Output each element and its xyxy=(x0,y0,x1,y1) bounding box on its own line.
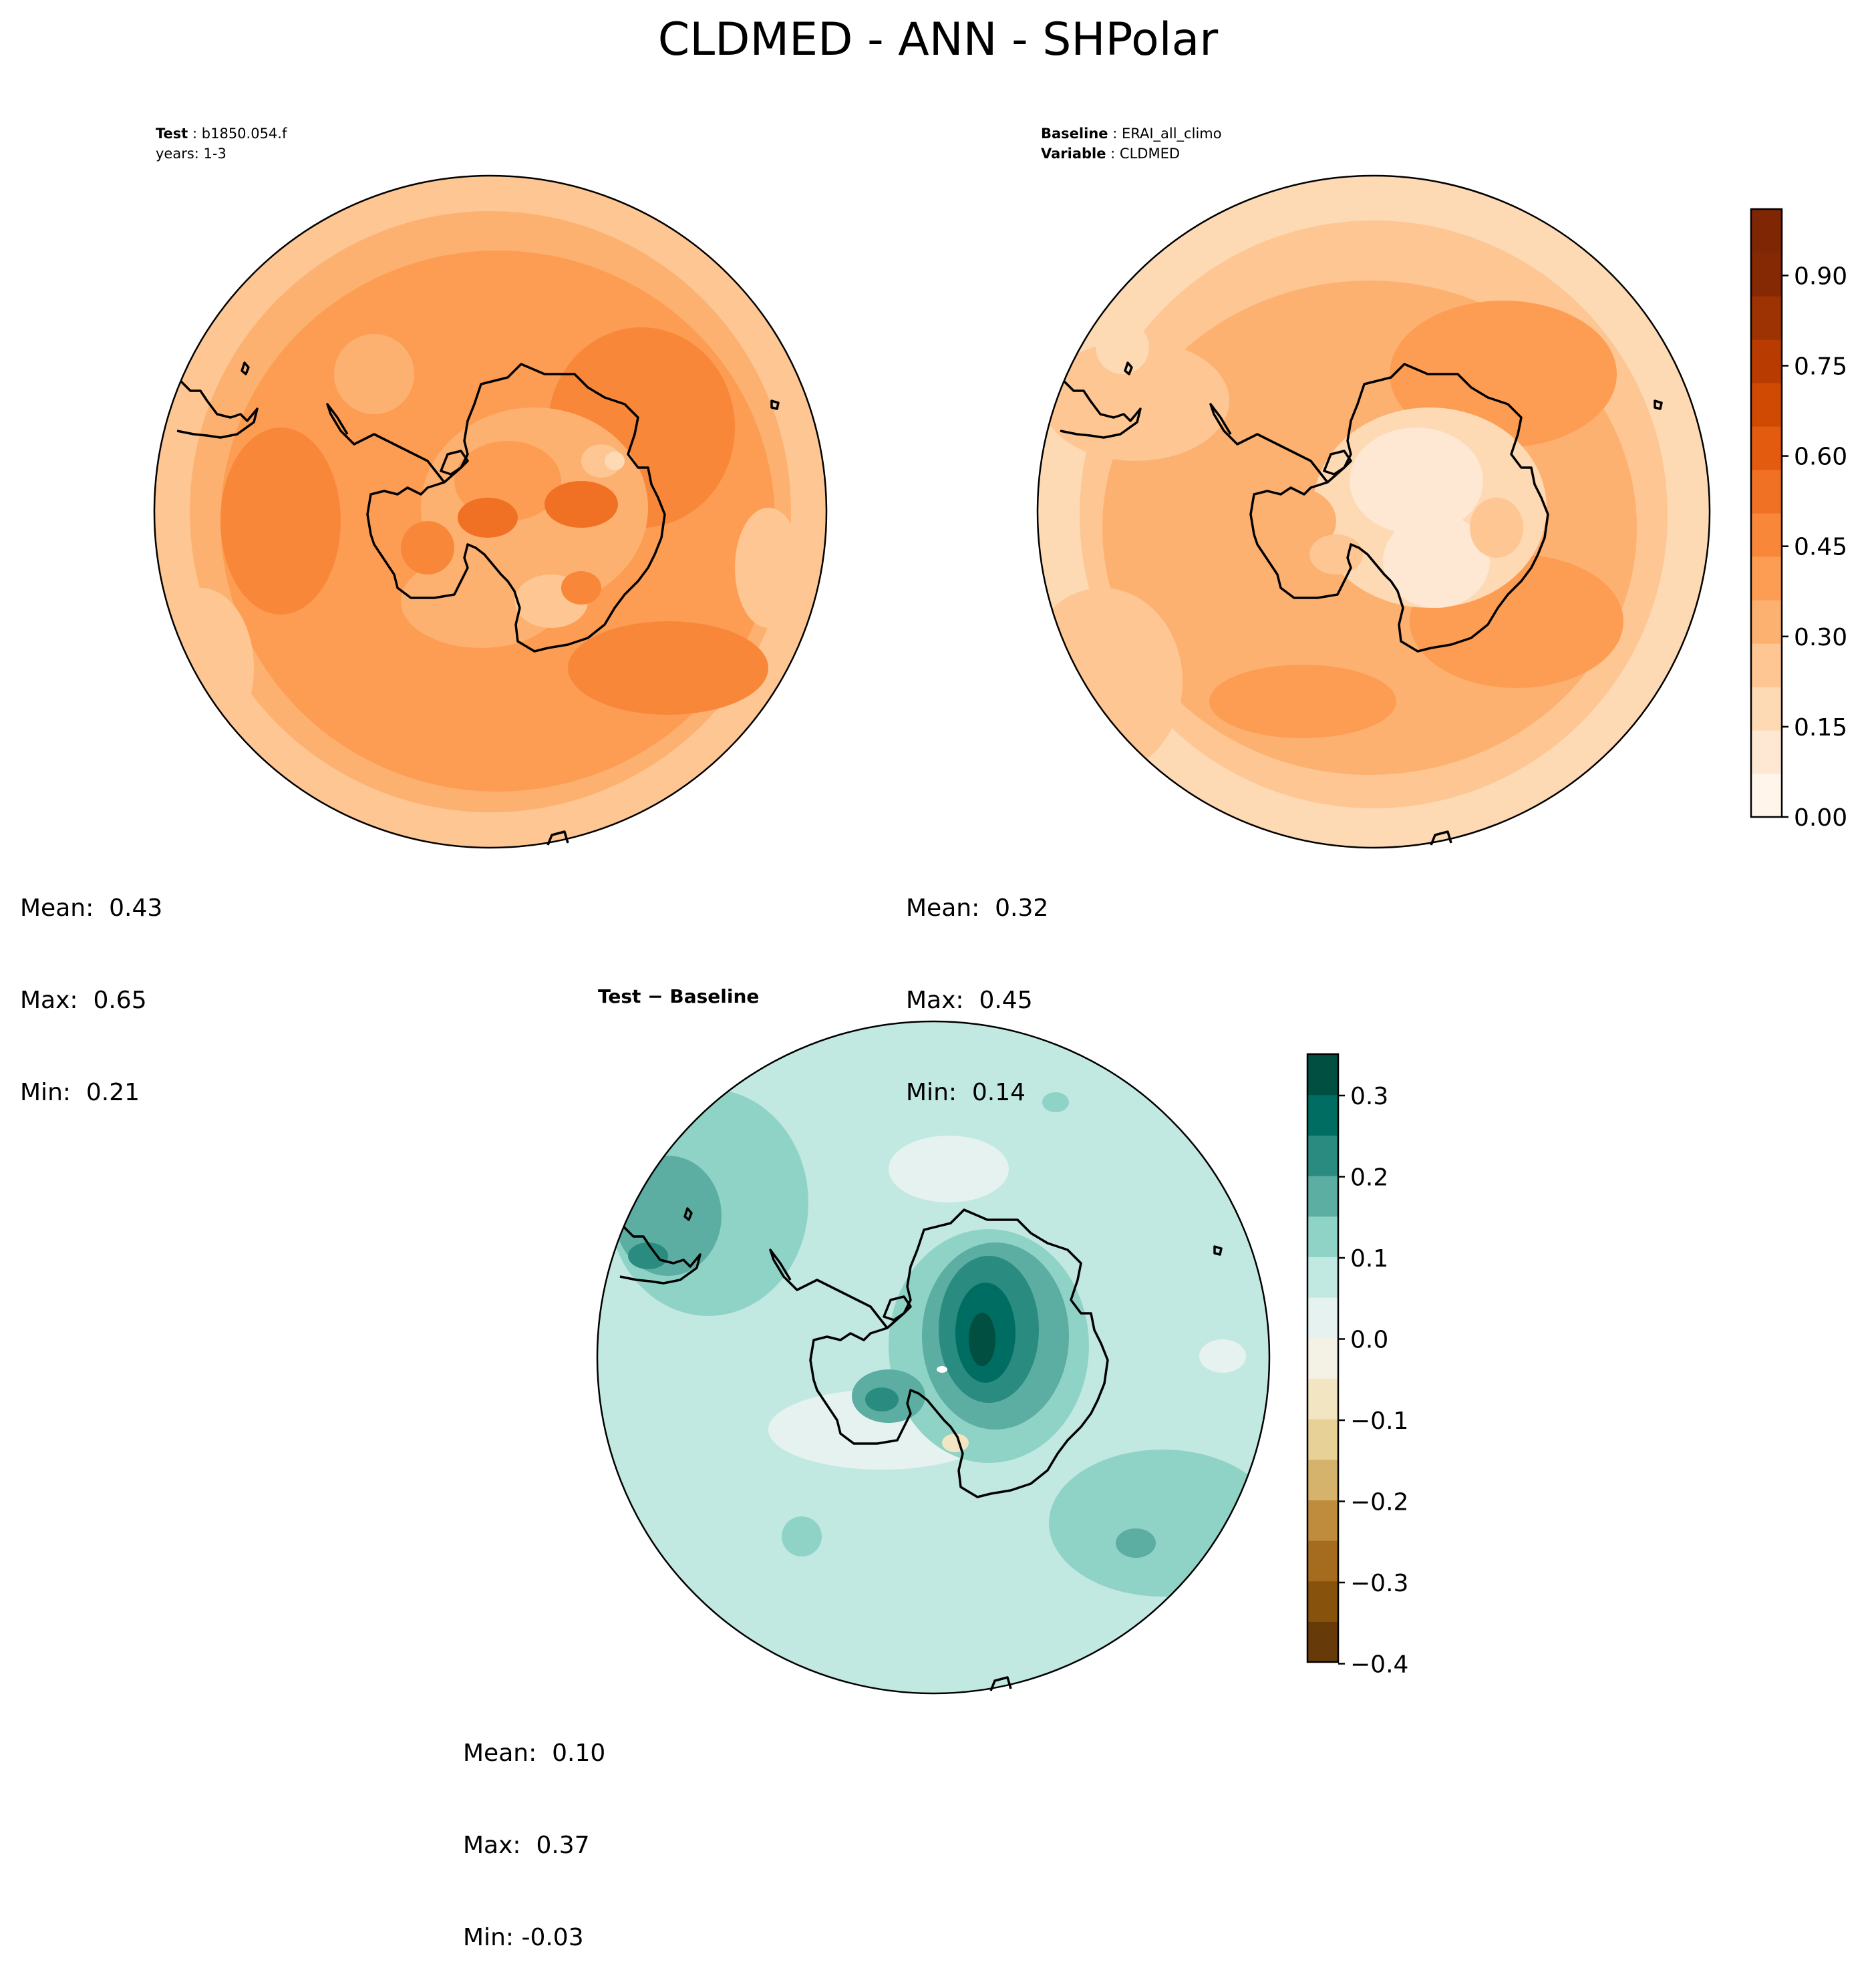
main-colorbar: 0.00 0.15 0.30 0.45 0.60 0.75 0.90 xyxy=(1750,208,1847,832)
baseline-label-value: ERAI_all_climo xyxy=(1121,126,1222,142)
baseline-map xyxy=(1036,174,1711,849)
variable-label-value: CLDMED xyxy=(1119,146,1181,162)
test-years: years: 1-3 xyxy=(156,146,226,162)
test-mean: Mean: 0.43 xyxy=(20,894,163,922)
test-label-sep: : xyxy=(188,126,202,142)
difference-colorbar-segment xyxy=(1307,1135,1338,1176)
main-colorbar-segment xyxy=(1751,643,1782,687)
difference-colorbar-segment xyxy=(1307,1419,1338,1460)
main-colorbar-segment xyxy=(1751,774,1782,818)
difference-map xyxy=(596,1020,1271,1695)
difference-colorbar-tick-label: −0.2 xyxy=(1350,1489,1408,1516)
difference-colorbar-tick-label: −0.4 xyxy=(1350,1651,1408,1679)
main-colorbar-tick-label: 0.90 xyxy=(1794,263,1847,290)
difference-colorbar-segment xyxy=(1307,1337,1338,1379)
baseline-label-key: Baseline xyxy=(1041,126,1108,142)
main-colorbar-segment xyxy=(1751,687,1782,731)
difference-colorbar-segment xyxy=(1307,1297,1338,1339)
test-label-value: b1850.054.f xyxy=(201,126,287,142)
test-min: Min: 0.21 xyxy=(20,1079,140,1106)
main-colorbar-segment xyxy=(1751,296,1782,340)
baseline-label: Baseline : ERAI_all_climo xyxy=(1041,127,1222,141)
main-colorbar-segment xyxy=(1751,513,1782,557)
difference-colorbar-tick-label: 0.2 xyxy=(1350,1164,1388,1192)
difference-colorbar-segment xyxy=(1307,1257,1338,1298)
difference-colorbar-segment xyxy=(1307,1459,1338,1500)
difference-max: Max: 0.37 xyxy=(463,1832,590,1859)
main-colorbar-frame xyxy=(1750,208,1783,818)
difference-colorbar-frame xyxy=(1306,1053,1340,1663)
difference-stats: Mean: 0.10 Max: 0.37 Min: -0.03 xyxy=(463,1677,605,1984)
test-stats: Mean: 0.43 Max: 0.65 Min: 0.21 xyxy=(20,832,162,1139)
main-colorbar-tick-label: 0.30 xyxy=(1794,624,1847,651)
difference-colorbar-tick-label: −0.3 xyxy=(1350,1570,1408,1597)
difference-colorbar-tick-label: 0.3 xyxy=(1350,1083,1388,1110)
main-colorbar-segment xyxy=(1751,556,1782,601)
difference-colorbar-segment xyxy=(1307,1621,1338,1663)
main-colorbar-segment xyxy=(1751,600,1782,644)
figure-title: CLDMED - ANN - SHPolar xyxy=(657,13,1219,66)
difference-mean: Mean: 0.10 xyxy=(463,1740,606,1767)
variable-label: Variable : CLDMED xyxy=(1041,147,1180,161)
baseline-mean: Mean: 0.32 xyxy=(906,894,1049,922)
difference-colorbar-segment xyxy=(1307,1378,1338,1420)
test-label: Test : b1850.054.f xyxy=(156,127,287,141)
test-max: Max: 0.65 xyxy=(20,987,147,1014)
main-colorbar-tick-label: 0.75 xyxy=(1794,353,1847,381)
baseline-label-sep: : xyxy=(1108,126,1122,142)
difference-min: Min: -0.03 xyxy=(463,1924,584,1951)
difference-title: Test − Baseline xyxy=(598,985,760,1007)
main-colorbar-segment xyxy=(1751,253,1782,297)
main-colorbar-segment xyxy=(1751,339,1782,383)
test-label-key: Test xyxy=(156,126,188,142)
main-colorbar-segment xyxy=(1751,470,1782,514)
difference-colorbar-tick-label: 0.1 xyxy=(1350,1245,1388,1273)
main-colorbar-tick-label: 0.15 xyxy=(1794,714,1847,741)
difference-colorbar-segment xyxy=(1307,1054,1338,1096)
main-colorbar-tick-label: 0.45 xyxy=(1794,534,1847,561)
test-map xyxy=(153,174,828,849)
difference-colorbar-segment xyxy=(1307,1216,1338,1257)
main-colorbar-segment xyxy=(1751,426,1782,470)
baseline-max: Max: 0.45 xyxy=(906,987,1033,1014)
baseline-min: Min: 0.14 xyxy=(906,1079,1026,1106)
difference-colorbar-segment xyxy=(1307,1540,1338,1582)
difference-colorbar-segment xyxy=(1307,1581,1338,1622)
figure-canvas: 0.000.150.300.450.600.750.90 0.30.20.10.… xyxy=(153,174,1847,1695)
variable-label-key: Variable xyxy=(1041,146,1106,162)
main-colorbar-segment xyxy=(1751,730,1782,774)
main-colorbar-segment xyxy=(1751,209,1782,253)
main-colorbar-tick-label: 0.60 xyxy=(1794,444,1847,471)
main-colorbar-segment xyxy=(1751,383,1782,427)
difference-colorbar-segment xyxy=(1307,1094,1338,1136)
difference-colorbar-segment xyxy=(1307,1176,1338,1217)
difference-colorbar-tick-label: 0.0 xyxy=(1350,1327,1388,1354)
baseline-stats: Mean: 0.32 Max: 0.45 Min: 0.14 xyxy=(906,832,1048,1139)
difference-colorbar: 0.3 0.2 0.1 0.0 −0.1 −0.2 −0.3 −0.4 xyxy=(1306,1053,1408,1679)
difference-colorbar-tick-label: −0.1 xyxy=(1350,1408,1408,1435)
difference-colorbar-segment xyxy=(1307,1500,1338,1541)
variable-label-sep: : xyxy=(1106,146,1120,162)
main-colorbar-tick-label: 0.00 xyxy=(1794,804,1847,832)
